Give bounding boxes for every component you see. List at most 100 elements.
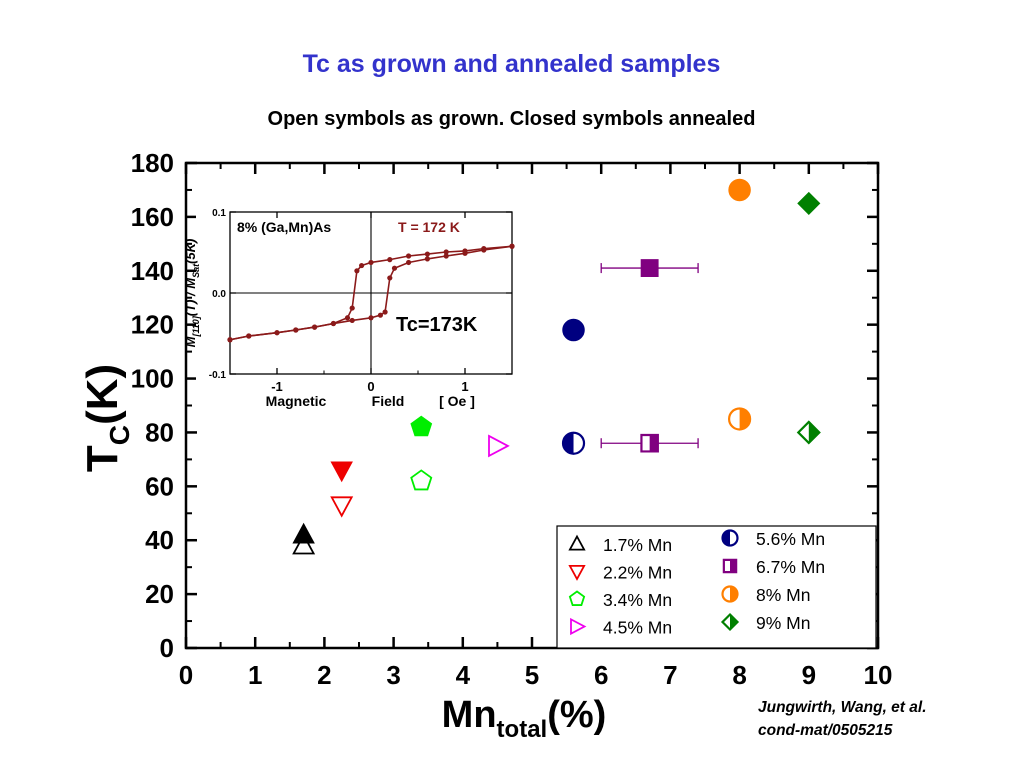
inset-x-axis-label-word: Magnetic [266,393,327,409]
marker-outline [722,558,738,574]
y-tick-label: 120 [131,310,174,340]
legend-item: 2.2% Mn [568,563,672,583]
inset-data-point [424,256,430,262]
legend-item: 9% Mn [720,612,810,633]
data-point-annealed [292,522,315,544]
x-axis-label: Mntotal(%) [442,694,607,743]
x-tick-label: 0 [179,660,193,690]
legend-label: 1.7% Mn [603,535,672,555]
legend-label: 5.6% Mn [756,529,825,549]
data-point-annealed [410,415,433,437]
y-tick-label: 180 [131,148,174,178]
x-tick-label: 10 [864,660,893,690]
marker-half-fill [730,614,738,630]
inset-data-point [481,247,487,253]
inset-data-point [387,257,393,263]
inset-data-point [293,327,299,333]
inset-y-tick-label: 0.0 [212,289,226,300]
legend-marker [568,534,586,551]
inset-data-point [368,259,374,266]
inset-data-point [344,315,351,321]
legend-label: 4.5% Mn [603,618,672,638]
data-point-as-grown [640,433,659,453]
legend-item: 5.6% Mn [721,529,825,549]
y-tick-label: 0 [160,633,174,663]
marker-half-fill [730,559,737,573]
marker-fill [562,318,585,342]
y-tick-label: 60 [145,471,174,501]
marker-outline [292,533,316,555]
y-tick-label: 40 [145,525,174,555]
citation-line-1: Jungwirth, Wang, et al. [758,699,927,716]
marker-outline [727,407,752,431]
y-tick-label: 100 [131,364,174,394]
inset-hysteresis-plot: -1 0 1 -0.1 0.0 0.1 Magnetic Field [ Oe ] M[110](… [183,188,521,415]
legend-label: 9% Mn [756,613,810,633]
citation: Jungwirth, Wang, et al. cond-mat/0505215 [758,696,1018,742]
chart-subtitle: Open symbols as grown. Closed symbols an… [267,108,756,130]
inset-data-point [227,337,233,343]
legend-label: 8% Mn [756,585,810,605]
y-axis-label: TC(K) [78,364,135,472]
inset-data-point [349,317,355,324]
inset-y-tick-label: -0.1 [209,370,227,381]
inset-hysteresis-curve [229,245,513,341]
x-tick-label: 4 [456,660,471,690]
inset-data-point [406,253,412,259]
series-3-4-mn [410,415,433,491]
series-8-mn [727,178,752,431]
x-tick-label: 1 [248,660,262,690]
legend-marker [568,590,586,606]
series-9-mn [796,191,821,445]
data-point-annealed [562,318,585,342]
x-tick-label: 9 [802,660,816,690]
inset-data-point [359,262,365,269]
data-point-as-grown [292,533,316,555]
inset-sample-label: 8% (Ga,Mn)As [237,219,331,235]
inset-data-point [509,243,515,249]
inset-x-axis-label-word: [ Oe ] [439,393,475,409]
marker-fill [797,191,821,215]
citation-line-2: cond-mat/0505215 [758,722,893,739]
inset-data-point [406,259,412,266]
legend-marker [568,564,586,581]
marker-outline [720,612,740,632]
y-tick-label: 160 [131,202,174,232]
marker-half-fill [808,421,820,443]
legend-item: 1.7% Mn [568,534,672,555]
legend-label: 6.7% Mn [756,557,825,577]
marker-outline [568,564,586,581]
legend-marker [721,585,739,603]
inset-data-point [274,330,280,336]
marker-fill [640,259,659,278]
x-tick-label: 6 [594,660,608,690]
inset-x-tick-label: 1 [461,379,468,394]
inset-data-point [246,333,252,339]
inset-data-point [312,324,318,330]
x-tick-label: 7 [663,660,677,690]
legend-box [556,525,877,649]
x-tick-label: 2 [317,660,331,690]
y-tick-label: 140 [131,256,174,286]
x-tick-label: 8 [732,660,746,690]
series-5-6-mn [561,318,586,455]
inset-temperature-label: T = 172 K [398,219,460,235]
legend-marker [570,617,587,636]
legend-marker [720,612,740,632]
marker-fill [410,415,433,437]
data-point-as-grown [330,496,354,518]
inset-data-point [387,275,393,281]
marker-outline [488,434,510,458]
marker-outline [796,420,821,445]
marker-fill [292,522,315,544]
legend-marker [721,529,739,547]
data-point-as-grown [410,469,433,491]
inset-data-point [462,250,468,256]
marker-outline [570,617,587,636]
series-6-7-mn [600,259,699,453]
inset-data-point [443,249,449,255]
marker-outline [330,496,354,518]
legend: 1.7% Mn 2.2% Mn 3.4% Mn 4.5% Mn 5.6% Mn 6.7% … [556,525,877,649]
series-1-7-mn [292,522,316,555]
